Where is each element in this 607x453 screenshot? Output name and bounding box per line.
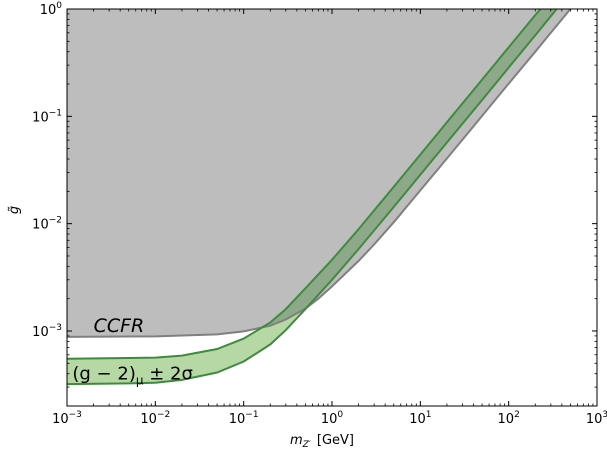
y-tick-label-2-base: 10 [32, 110, 49, 125]
x-tick-label-1: 10−2 [140, 410, 170, 427]
x-axis-label-main: m [290, 433, 303, 448]
x-tick-label-3: 100 [321, 410, 344, 427]
x-tick-label-3-exponent: 0 [337, 410, 343, 420]
x-tick-label-4-exponent: 1 [426, 410, 432, 420]
x-tick-label-4-base: 10 [409, 412, 426, 427]
y-tick-label-0-exponent: −3 [49, 323, 62, 333]
g2-label-main: (g − 2) [72, 363, 135, 384]
ccfr-excluded-region [67, 9, 571, 337]
x-tick-label-0-base: 10 [52, 412, 69, 427]
g2-lower-boundary-line [67, 9, 558, 386]
x-axis-label: mZ′ [GeV] [290, 433, 354, 450]
y-tick-label-2: 10−1 [32, 108, 62, 125]
g2-label-suffix: ± 2σ [143, 363, 192, 384]
ccfr-boundary-line [67, 9, 572, 338]
ccfr-label: CCFR [94, 315, 145, 337]
g2-upper-boundary-line [67, 9, 542, 360]
x-tick-label-6-exponent: 3 [602, 410, 607, 420]
x-tick-label-0-exponent: −3 [69, 410, 82, 420]
y-tick-label-1: 10−2 [32, 216, 62, 233]
x-tick-label-5: 102 [498, 410, 520, 427]
x-tick-label-6-base: 10 [586, 412, 603, 427]
y-axis-label: g̃ [7, 206, 22, 214]
y-tick-label-0-base: 10 [32, 325, 49, 340]
x-tick-label-3-base: 10 [321, 412, 338, 427]
x-tick-label-0: 10−3 [52, 410, 82, 427]
x-tick-label-2: 10−1 [229, 410, 259, 427]
y-tick-label-0: 10−3 [32, 323, 62, 340]
x-tick-label-6: 103 [586, 410, 607, 427]
x-axis-label-unit: [GeV] [317, 433, 354, 448]
g2-label-subscript: μ [136, 373, 144, 387]
x-tick-label-1-exponent: −2 [157, 410, 170, 420]
y-tick-label-3: 100 [40, 1, 63, 18]
x-axis-label-subscript: Z′ [302, 440, 311, 450]
y-tick-label-2-exponent: −1 [49, 108, 62, 118]
x-tick-label-1-base: 10 [140, 412, 157, 427]
y-tick-label-1-exponent: −2 [49, 216, 62, 226]
x-tick-label-5-exponent: 2 [514, 410, 520, 420]
x-tick-label-4: 101 [409, 410, 431, 427]
y-tick-label-1-base: 10 [32, 218, 49, 233]
x-tick-label-2-exponent: −1 [245, 410, 258, 420]
x-tick-label-5-base: 10 [498, 412, 515, 427]
x-tick-label-2-base: 10 [229, 412, 246, 427]
g2-label: (g − 2)μ ± 2σ [72, 363, 192, 387]
y-tick-label-3-base: 10 [40, 3, 57, 18]
y-tick-label-3-exponent: 0 [56, 1, 62, 11]
